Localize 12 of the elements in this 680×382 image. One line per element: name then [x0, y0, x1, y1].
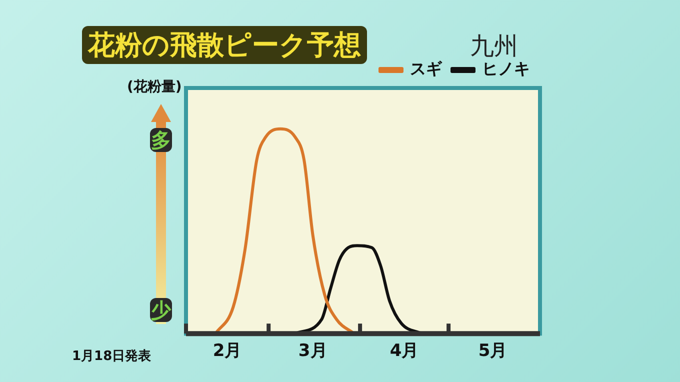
x-tick-label: 4月	[390, 341, 419, 362]
chart-subtitle: 九州	[470, 31, 518, 62]
x-tick-label: 5月	[478, 341, 508, 362]
x-tick-label: 2月	[212, 341, 242, 362]
text: 多	[150, 128, 172, 152]
text: 1月18日発表	[72, 348, 152, 365]
y-axis-title: (花粉量)	[127, 78, 182, 96]
chart-title: 花粉の飛散ピーク予想	[82, 26, 367, 64]
legend-label: ヒノキ	[482, 59, 530, 78]
text: 少	[150, 298, 172, 322]
legend-label: スギ	[410, 59, 443, 78]
x-tick-label: 3月	[298, 341, 328, 362]
